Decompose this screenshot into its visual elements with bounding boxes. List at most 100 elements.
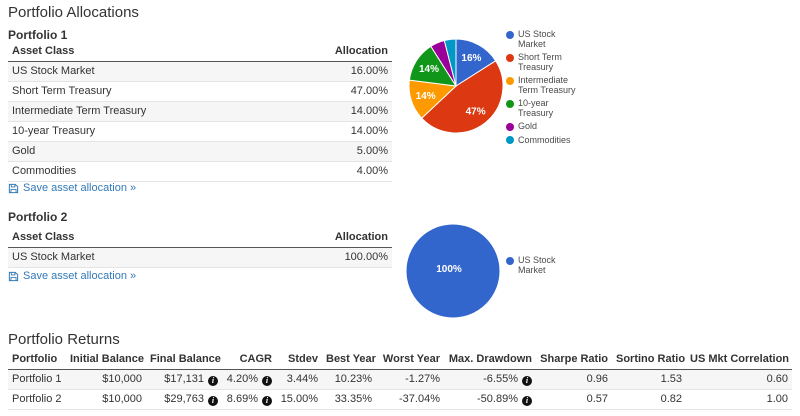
cell-commodities: Commodities <box>8 161 288 182</box>
cell-portfolio: Portfolio 1 <box>8 369 66 390</box>
pie-slice-label: 16% <box>461 53 481 64</box>
legend-item-commodities: Commodities <box>506 134 576 146</box>
column-header-asset-class: Asset Class <box>8 42 288 62</box>
cell-max-drawdown: -50.89% i <box>444 389 536 410</box>
cell-us-mkt-correlation: 0.60 <box>686 369 792 390</box>
save-icon <box>8 271 19 281</box>
table-row: Short Term Treasury 47.00% <box>8 81 392 102</box>
info-icon[interactable]: i <box>208 376 218 386</box>
save-allocation-label-1: Save asset allocation » <box>23 182 137 194</box>
pie-slice-us-stock-market[interactable] <box>455 38 497 87</box>
cell-best-year: 10.23% <box>322 369 376 390</box>
table-row: Commodities 4.00% <box>8 161 392 182</box>
cell-stdev: 15.00% <box>276 389 322 410</box>
pie-slice-label: 14% <box>416 91 436 102</box>
legend-dot-icon <box>506 122 514 131</box>
portfolio-2-pie-chart: 100% <box>405 223 501 319</box>
column-header-asset-class: Asset Class <box>8 228 288 248</box>
column-header-sharpe-ratio: Sharpe Ratio <box>536 350 612 370</box>
cell-allocation: 14.00% <box>288 121 392 142</box>
portfolio-2-pie-legend: US Stock Market <box>506 255 576 279</box>
table-header-row: Asset Class Allocation <box>8 42 392 62</box>
info-icon[interactable]: i <box>522 396 532 406</box>
portfolio-returns-heading: Portfolio Returns <box>8 331 120 348</box>
table-header-row: Asset Class Allocation <box>8 228 392 248</box>
pie-slice-commodities[interactable] <box>443 38 457 87</box>
legend-dot-icon <box>506 136 514 144</box>
legend-label: Intermediate Term Treasury <box>518 75 576 95</box>
save-allocation-label-2: Save asset allocation » <box>23 270 137 282</box>
legend-item-us-stock-market: US Stock Market <box>506 255 576 275</box>
table-row: 10-year Treasury 14.00% <box>8 121 392 142</box>
table-row: Portfolio 1 $10,000 $17,131 i 4.20% i 3.44% 10.… <box>8 369 792 390</box>
column-header-portfolio: Portfolio <box>8 350 66 370</box>
legend-label: Commodities <box>518 134 571 145</box>
info-icon[interactable]: i <box>208 396 218 406</box>
cell-cagr: 8.69% i <box>222 389 276 410</box>
cell-10-year-treasury: 10-year Treasury <box>8 121 288 142</box>
column-header-initial-balance: Initial Balance <box>66 350 146 370</box>
pie-slice-label: 100% <box>436 264 462 275</box>
cell-worst-year: -1.27% <box>376 369 444 390</box>
legend-label: Gold <box>518 121 538 131</box>
info-icon[interactable]: i <box>262 376 272 386</box>
cell-cagr: 4.20% i <box>222 369 276 390</box>
legend-item-us-stock-market: US Stock Market <box>506 29 576 49</box>
column-header-allocation: Allocation <box>288 42 392 62</box>
cell-worst-year: -37.04% <box>376 389 444 410</box>
cell-allocation: 100.00% <box>288 247 392 268</box>
pie-slice-short-term-treasury[interactable] <box>421 60 504 134</box>
legend-item-short-term-treasury: Short Term Treasury <box>506 52 576 72</box>
legend-item-intermediate-term-treasury: Intermediate Term Treasury <box>506 75 576 95</box>
cell-initial-balance: $10,000 <box>66 389 146 410</box>
cell-max-drawdown: -6.55% i <box>444 369 536 390</box>
save-allocation-link-2[interactable]: Save asset allocation » <box>8 270 136 282</box>
legend-dot-icon <box>506 53 514 62</box>
column-header-max-drawdown: Max. Drawdown <box>444 350 536 370</box>
column-header-us-mkt-correlation: US Mkt Correlation <box>686 350 792 370</box>
cell-allocation: 47.00% <box>288 81 392 102</box>
column-header-sortino-ratio: Sortino Ratio <box>612 350 686 370</box>
cell-gold: Gold <box>8 141 288 162</box>
pie-slice-label: 14% <box>419 64 439 75</box>
table-row: Gold 5.00% <box>8 141 392 162</box>
table-header-row: Portfolio Initial Balance Final Balance CAG… <box>8 350 792 370</box>
pie-slice-label: 47% <box>466 106 486 117</box>
table-row: US Stock Market 100.00% <box>8 247 392 268</box>
page-title: Portfolio Allocations <box>8 4 139 21</box>
portfolio-returns-table: Portfolio Initial Balance Final Balance CAG… <box>8 350 792 410</box>
column-header-final-balance: Final Balance <box>146 350 222 370</box>
cell-final-balance: $29,763 i <box>146 389 222 410</box>
legend-item-10-year-treasury: 10-year Treasury <box>506 98 576 118</box>
cell-final-balance: $17,131 i <box>146 369 222 390</box>
info-icon[interactable]: i <box>262 396 272 406</box>
cell-portfolio: Portfolio 2 <box>8 389 66 410</box>
cell-sharpe-ratio: 0.57 <box>536 389 612 410</box>
legend-label: US Stock Market <box>518 29 556 49</box>
cell-best-year: 33.35% <box>322 389 376 410</box>
portfolio-1-pie-legend: US Stock Market Short Term Treasury Interm… <box>506 29 576 149</box>
column-header-best-year: Best Year <box>322 350 376 370</box>
table-row: Portfolio 2 $10,000 $29,763 i 8.69% i 15.00% 33… <box>8 389 792 410</box>
cell-allocation: 14.00% <box>288 101 392 122</box>
portfolio-2-allocation-table: Asset Class Allocation US Stock Market 100.… <box>8 228 392 268</box>
cell-intermediate-term-treasury: Intermediate Term Treasury <box>8 101 288 122</box>
cell-sharpe-ratio: 0.96 <box>536 369 612 390</box>
cell-short-term-treasury: Short Term Treasury <box>8 81 288 102</box>
info-icon[interactable]: i <box>522 376 532 386</box>
pie-slice-us-stock-market[interactable] <box>405 223 501 319</box>
column-header-stdev: Stdev <box>276 350 322 370</box>
cell-sortino-ratio: 1.53 <box>612 369 686 390</box>
save-icon <box>8 183 19 193</box>
table-row: US Stock Market 16.00% <box>8 61 392 82</box>
cell-us-mkt-correlation: 1.00 <box>686 389 792 410</box>
cell-allocation: 16.00% <box>288 61 392 82</box>
legend-dot-icon <box>506 76 514 85</box>
legend-label: US Stock Market <box>518 255 556 275</box>
cell-stdev: 3.44% <box>276 369 322 390</box>
cell-sortino-ratio: 0.82 <box>612 389 686 410</box>
portfolio-2-heading: Portfolio 2 <box>8 210 68 224</box>
cell-initial-balance: $10,000 <box>66 369 146 390</box>
save-allocation-link-1[interactable]: Save asset allocation » <box>8 182 136 194</box>
column-header-cagr: CAGR <box>222 350 276 370</box>
